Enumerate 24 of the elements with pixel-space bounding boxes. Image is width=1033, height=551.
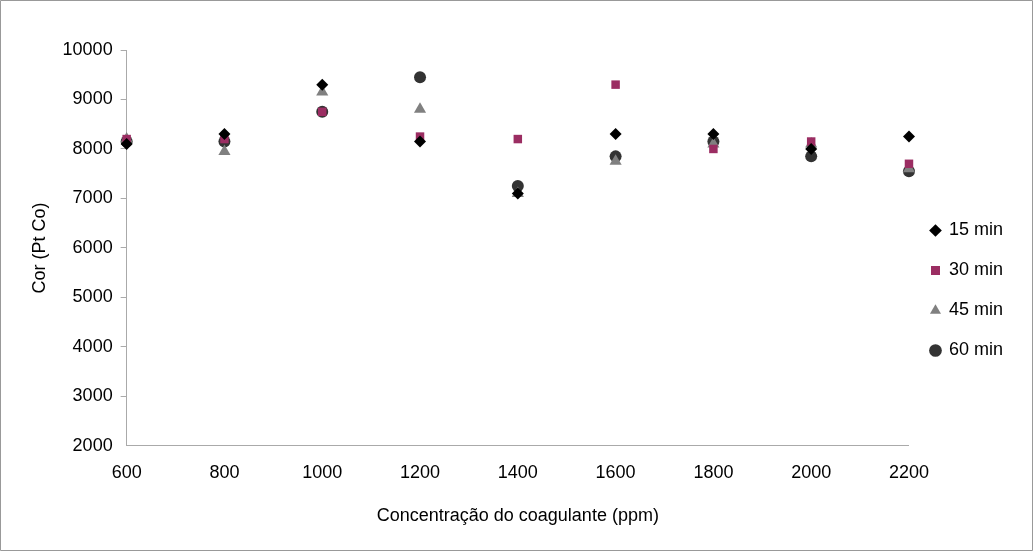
y-tick-label: 5000: [72, 286, 113, 307]
x-axis-title: Concentração do coagulante (ppm): [376, 505, 659, 526]
x-tick-label: 1800: [693, 461, 734, 482]
y-tick-label: 6000: [72, 236, 113, 257]
x-tick-label: 1200: [400, 461, 441, 482]
x-tick-label: 1400: [497, 461, 538, 482]
x-tick-label: 1000: [302, 461, 343, 482]
y-tick-label: 4000: [72, 335, 113, 356]
x-tick-label: 2200: [888, 461, 929, 482]
x-tick-label: 600: [111, 461, 142, 482]
legend-label: 15 min: [948, 219, 1003, 240]
y-tick-label: 9000: [72, 88, 113, 109]
legend-label: 45 min: [948, 299, 1003, 320]
x-tick-label: 2000: [791, 461, 832, 482]
y-tick-label: 3000: [72, 385, 113, 406]
x-tick-label: 800: [209, 461, 240, 482]
x-tick-label: 1600: [595, 461, 636, 482]
legend-label: 30 min: [948, 259, 1003, 280]
y-tick-label: 2000: [72, 434, 113, 455]
legend-label: 60 min: [948, 339, 1003, 360]
y-tick-label: 7000: [72, 187, 113, 208]
y-axis-title: Cor (Pt Co): [28, 202, 49, 294]
y-tick-label: 8000: [72, 137, 113, 158]
y-tick-label: 10000: [62, 38, 113, 59]
